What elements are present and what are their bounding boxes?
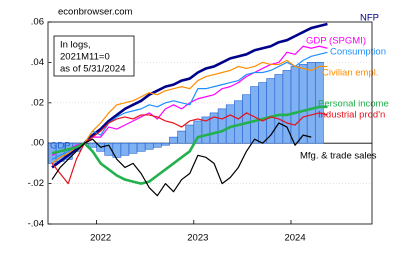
- series-line: [51, 45, 328, 156]
- bar: [306, 62, 316, 144]
- bar: [153, 142, 162, 148]
- bar: [161, 142, 170, 146]
- bar: [185, 124, 195, 144]
- annotation-box: [53, 35, 135, 77]
- annotation-line: 2021M11=0: [60, 52, 110, 63]
- bar: [217, 108, 227, 144]
- bar: [169, 136, 178, 144]
- bar: [274, 74, 284, 144]
- x-tick-label: 2023: [187, 233, 208, 244]
- y-tick-label: .00: [31, 138, 44, 149]
- source-label: econbrowser.com: [58, 7, 133, 18]
- bar: [258, 82, 268, 144]
- bar: [298, 64, 308, 144]
- bar: [144, 142, 154, 150]
- series-label: NFP: [360, 13, 379, 24]
- bar: [136, 142, 146, 152]
- y-tick-label: .06: [31, 17, 44, 28]
- x-tick-label: 2022: [90, 233, 111, 244]
- y-tick-label: .02: [31, 97, 44, 108]
- annotation-line: In logs,: [60, 40, 91, 51]
- series-label: Mfg. & trade sales: [300, 151, 377, 162]
- bar: [128, 142, 138, 154]
- bar: [120, 142, 130, 156]
- series-line: [51, 112, 328, 185]
- y-tick-label: -.04: [28, 219, 44, 230]
- plot-frame: [47, 21, 373, 225]
- bar: [242, 94, 251, 144]
- series-line: [51, 22, 328, 169]
- y-tick-label: .04: [31, 57, 44, 68]
- series-label: Civilian empl.: [322, 68, 379, 79]
- series-label: GDP: [50, 141, 71, 152]
- bar: [177, 130, 187, 144]
- series-line: [51, 105, 328, 185]
- x-tick-label: 2024: [284, 233, 305, 244]
- series-label: GDP (SPGMI): [306, 36, 366, 47]
- series-line: [51, 59, 328, 164]
- series-label: Consumption: [330, 47, 386, 58]
- bar: [234, 100, 243, 144]
- series-line: [51, 122, 312, 197]
- bar: [290, 66, 300, 144]
- bar: [314, 62, 324, 144]
- bar: [266, 78, 276, 144]
- bar: [225, 104, 235, 144]
- marks-layer: [47, 22, 328, 197]
- labels-layer: econbrowser.com In logs, 2021M11=0 as of…: [28, 7, 389, 244]
- series-label: Industrial prod'n: [318, 110, 385, 121]
- annotation-line: as of 5/31/2024: [60, 64, 126, 75]
- y-tick-label: -.02: [28, 178, 44, 189]
- series-label: Personal income: [318, 99, 389, 110]
